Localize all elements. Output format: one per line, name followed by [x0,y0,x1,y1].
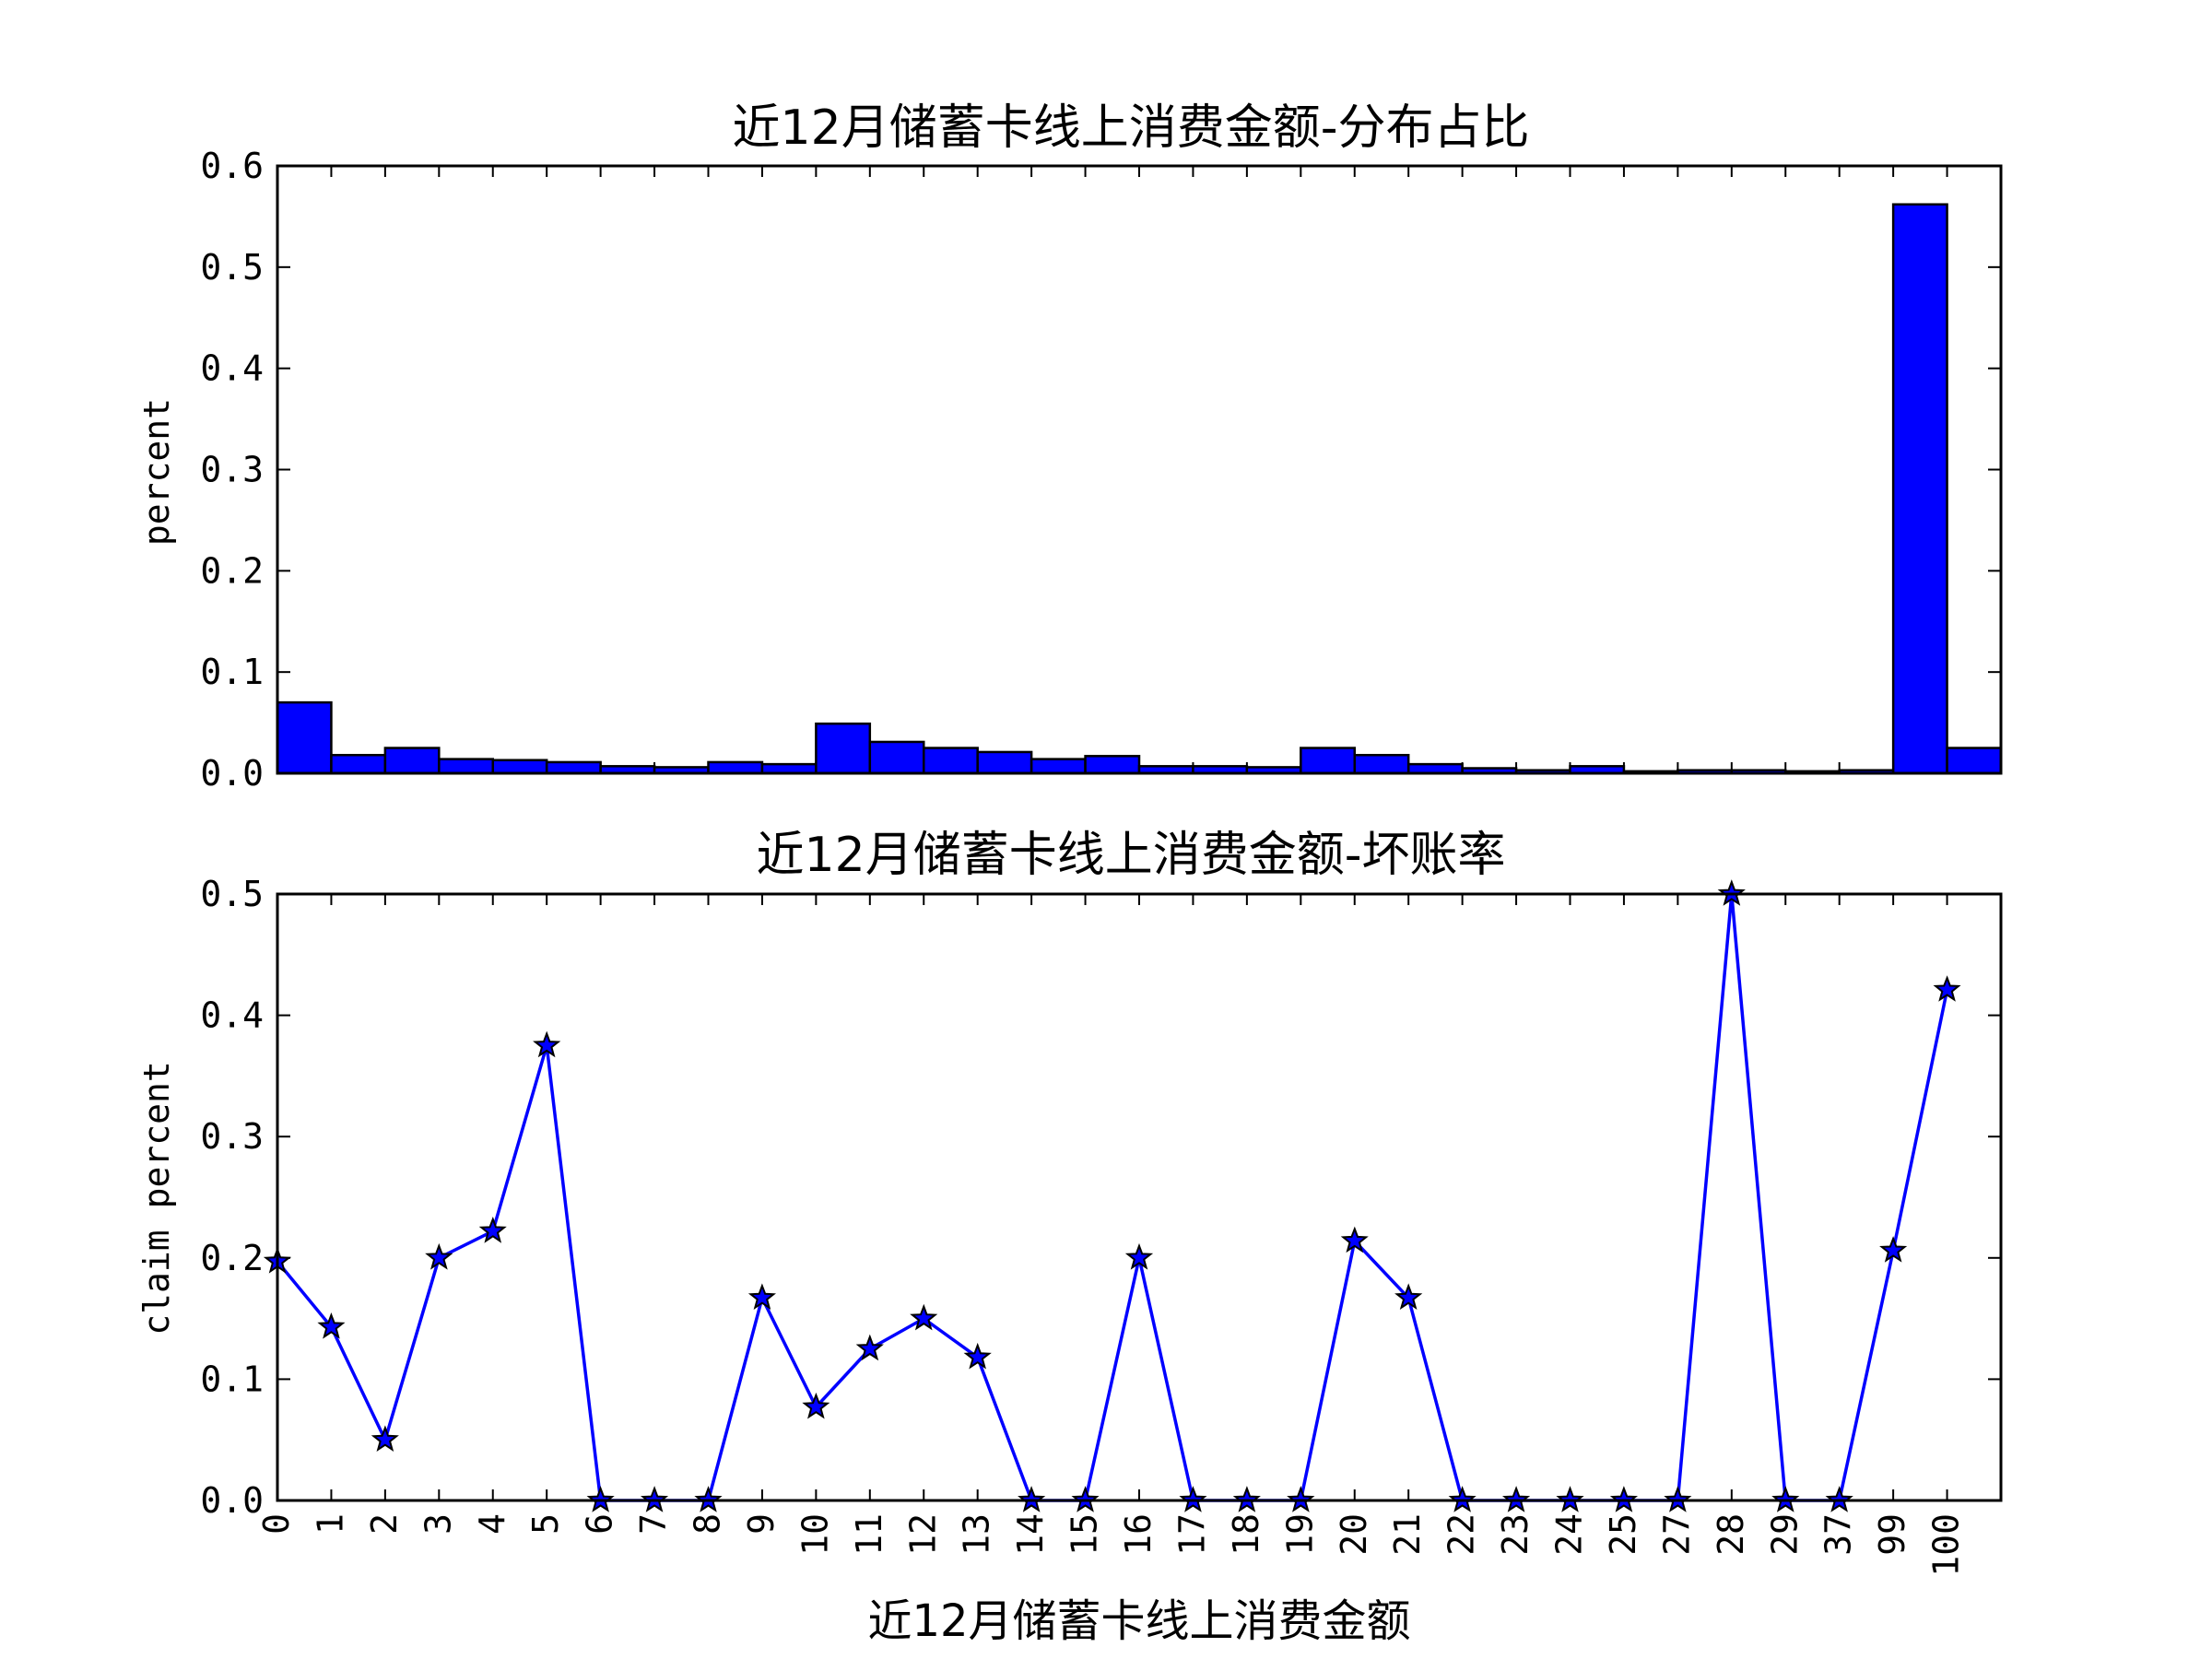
bad-debt-point-13 [963,1342,992,1370]
bad-debt-chart-title: 近12月储蓄卡线上消费金额-坏账率 [757,828,1506,883]
bad-debt-xtick-label: 100 [1926,1513,1967,1577]
bad-debt-xtick-label: 0 [256,1513,297,1535]
distribution-yticks: 0.0 0.1 0.2 0.3 0.4 0.5 0.6 [200,146,2001,794]
distribution-bar-0 [276,700,333,775]
distribution-ytick-label: 0.6 [200,146,264,186]
distribution-bar-19 [1300,747,1356,775]
distribution-ytick-label: 0.2 [200,550,264,591]
bad-debt-point-1 [317,1312,346,1339]
bad-debt-xtick-label: 25 [1603,1513,1643,1556]
bad-debt-xticks: 0 1 2 3 4 5 6 7 8 9 10 11 12 13 14 15 16 17 18 19 20 21 22 23 24… [256,894,1967,1577]
bad-debt-point-3 [425,1242,453,1270]
bad-debt-point-11 [855,1334,884,1361]
distribution-ytick-label: 0.3 [200,450,264,490]
bad-debt-yticks: 0.0 0.1 0.2 0.3 0.4 0.5 [200,874,2001,1521]
bad-debt-xtick-label: 13 [957,1513,997,1556]
bad-debt-xtick-label: 6 [580,1513,620,1535]
distribution-bar-10 [815,722,872,775]
bad-debt-xtick-label: 37 [1818,1513,1859,1556]
bad-debt-xtick-label: 16 [1118,1513,1159,1556]
bad-debt-xtick-label: 24 [1549,1513,1590,1556]
bad-debt-xtick-label: 4 [472,1513,512,1535]
bad-debt-xtick-label: 18 [1226,1513,1266,1556]
bad-debt-xtick-label: 7 [633,1513,674,1535]
bad-debt-point-12 [910,1303,938,1331]
distribution-ytick-label: 0.0 [200,753,264,794]
bad-debt-point-2 [371,1425,399,1452]
distribution-bars [276,203,2003,775]
bad-debt-xtick-label: 11 [849,1513,889,1556]
distribution-plot-frame [276,164,2003,775]
bad-debt-xtick-label: 22 [1441,1513,1482,1556]
distribution-bar-12 [923,747,979,775]
bad-debt-xtick-label: 29 [1764,1513,1805,1556]
bad-debt-ytick-label: 0.5 [200,874,264,914]
bad-debt-xtick-label: 12 [902,1513,943,1556]
bad-debt-ytick-label: 0.2 [200,1238,264,1278]
bad-debt-xtick-label: 28 [1711,1513,1751,1556]
distribution-bar-2 [383,747,441,775]
bad-debt-ytick-label: 0.4 [200,995,264,1036]
bad-debt-xtick-label: 21 [1387,1513,1428,1556]
bad-debt-point-10 [802,1392,830,1419]
bad-debt-xtick-label: 5 [525,1513,566,1535]
bad-debt-xtick-label: 17 [1171,1513,1212,1556]
bad-debt-ytick-label: 0.0 [200,1480,264,1521]
distribution-ytick-label: 0.1 [200,652,264,692]
distribution-ytick-label: 0.5 [200,247,264,288]
bad-debt-point-5 [533,1030,561,1058]
distribution-chart-ylabel: percent [136,398,177,546]
bad-debt-plot-frame [276,892,2003,1502]
bad-debt-xtick-label: 2 [364,1513,405,1535]
bad-debt-series [263,879,1961,1512]
bad-debt-xtick-label: 99 [1872,1513,1912,1556]
bad-debt-chart-xlabel: 近12月储蓄卡线上消费金额 [867,1595,1410,1647]
bad-debt-point-100 [1933,975,1961,1002]
bad-debt-xtick-label: 15 [1065,1513,1105,1556]
distribution-bar-13 [976,750,1033,775]
distribution-bar-5 [545,760,602,775]
bad-debt-xtick-label: 8 [688,1513,728,1535]
bad-debt-point-21 [1394,1283,1423,1310]
bad-debt-line [276,892,1949,1502]
distribution-bar-99 [1891,203,1948,775]
distribution-bar-14 [1030,758,1087,775]
bad-debt-xtick-label: 20 [1334,1513,1374,1556]
bad-debt-point-4 [478,1216,507,1243]
bad-debt-point-99 [1879,1236,1908,1263]
distribution-bar-11 [868,740,925,775]
bad-debt-point-16 [1124,1242,1154,1270]
distribution-bar-100 [1946,747,2003,775]
distribution-bar-20 [1353,753,1410,775]
bad-debt-xtick-label: 14 [1010,1513,1051,1556]
distribution-bar-4 [491,759,548,775]
bad-debt-xtick-label: 9 [741,1513,782,1535]
bad-debt-ytick-label: 0.3 [200,1116,264,1157]
bad-debt-xtick-label: 1 [310,1513,350,1535]
bad-debt-xtick-label: 3 [418,1513,458,1535]
distribution-bar-3 [438,758,494,775]
distribution-bar-15 [1084,755,1141,775]
bad-debt-chart: 近12月储蓄卡线上消费金额-坏账率 claim percent 0.00.10.… [136,828,2003,1647]
bad-debt-xtick-label: 19 [1279,1513,1320,1556]
bad-debt-ytick-label: 0.1 [200,1359,264,1399]
bad-debt-xtick-label: 27 [1656,1513,1697,1556]
bad-debt-chart-ylabel: claim percent [136,1061,177,1335]
distribution-xticks [276,166,1948,773]
distribution-bar-8 [707,760,764,775]
bad-debt-xtick-label: 23 [1495,1513,1535,1556]
distribution-bar-1 [330,753,387,775]
distribution-ytick-label: 0.4 [200,348,264,389]
distribution-chart: 近12月储蓄卡线上消费金额-分布占比 percent 0.00.10.20.30… [136,100,2003,794]
bad-debt-point-20 [1340,1226,1369,1253]
bad-debt-xtick-label: 10 [794,1513,835,1556]
distribution-chart-title: 近12月储蓄卡线上消费金额-分布占比 [733,100,1530,156]
bad-debt-point-9 [747,1283,776,1310]
